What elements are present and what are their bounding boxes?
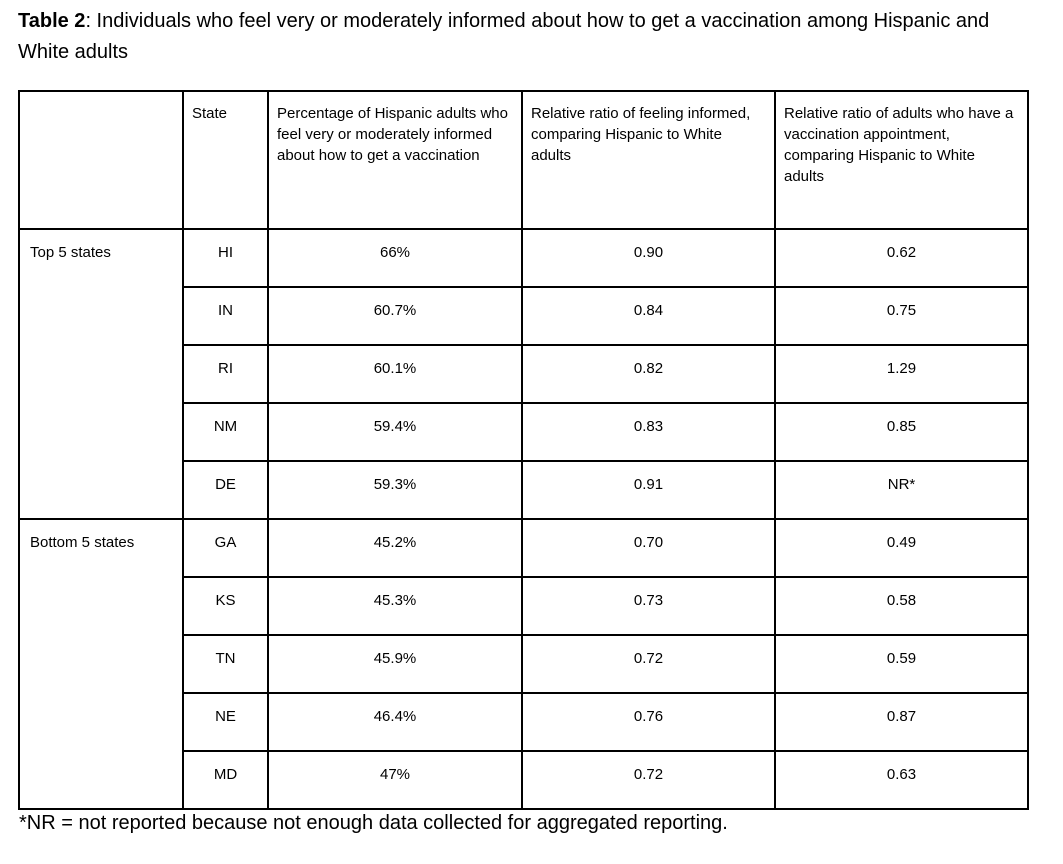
state-cell: MD <box>182 750 269 810</box>
ratio-appointment-cell: 0.75 <box>774 286 1029 346</box>
percentage-cell: 60.1% <box>267 344 523 404</box>
state-cell: DE <box>182 460 269 520</box>
table-label: Table 2 <box>18 10 86 32</box>
table-row: Bottom 5 states GA 45.2% 0.70 0.49 <box>18 518 1029 810</box>
percentage-cell: 45.9% <box>267 634 523 694</box>
ratio-appointment-cell: 0.62 <box>774 228 1029 288</box>
percentage-cell: 45.3% <box>267 576 523 636</box>
percentage-cell: 46.4% <box>267 692 523 752</box>
ratio-appointment-cell: 0.58 <box>774 576 1029 636</box>
table-header-row: State Percentage of Hispanic adults who … <box>18 90 1029 230</box>
ratio-informed-cell: 0.84 <box>521 286 776 346</box>
percentage-cell: 47% <box>267 750 523 810</box>
state-cell: HI <box>182 228 269 288</box>
ratio-informed-cell: 0.82 <box>521 344 776 404</box>
state-cell: NE <box>182 692 269 752</box>
percentage-cell: 60.7% <box>267 286 523 346</box>
table-row: IN 60.7% 0.84 0.75 <box>19 286 1029 346</box>
ratio-informed-cell: 0.70 <box>521 518 776 578</box>
ratio-appointment-cell: 0.63 <box>774 750 1029 810</box>
state-cell: NM <box>182 402 269 462</box>
nr-footnote: *NR = not reported because not enough da… <box>19 812 728 834</box>
table-row: KS 45.3% 0.73 0.58 <box>19 576 1029 636</box>
table-row: RI 60.1% 0.82 1.29 <box>19 344 1029 404</box>
ratio-informed-cell: 0.72 <box>521 634 776 694</box>
percentage-cell: 45.2% <box>267 518 523 578</box>
ratio-appointment-cell: NR* <box>774 460 1029 520</box>
header-state: State <box>182 90 269 230</box>
percentage-cell: 59.4% <box>267 402 523 462</box>
informed-vaccination-table: State Percentage of Hispanic adults who … <box>18 90 1029 810</box>
ratio-appointment-cell: 1.29 <box>774 344 1029 404</box>
ratio-appointment-cell: 0.85 <box>774 402 1029 462</box>
ratio-appointment-cell: 0.87 <box>774 692 1029 752</box>
ratio-appointment-cell: 0.49 <box>774 518 1029 578</box>
percentage-cell: 66% <box>267 228 523 288</box>
table-caption: : Individuals who feel very or moderatel… <box>18 10 990 63</box>
table-row: TN 45.9% 0.72 0.59 <box>19 634 1029 694</box>
state-cell: TN <box>182 634 269 694</box>
ratio-informed-cell: 0.73 <box>521 576 776 636</box>
state-cell: IN <box>182 286 269 346</box>
header-ratio-informed: Relative ratio of feeling informed, comp… <box>521 90 776 230</box>
ratio-informed-cell: 0.76 <box>521 692 776 752</box>
state-cell: KS <box>182 576 269 636</box>
table-row: NM 59.4% 0.83 0.85 <box>19 402 1029 462</box>
ratio-informed-cell: 0.91 <box>521 460 776 520</box>
header-ratio-appointment: Relative ratio of adults who have a vacc… <box>774 90 1029 230</box>
group-label-top-5-states: Top 5 states <box>18 228 184 520</box>
header-percentage-informed: Percentage of Hispanic adults who feel v… <box>267 90 523 230</box>
table-row: DE 59.3% 0.91 NR* <box>19 460 1029 520</box>
state-cell: RI <box>182 344 269 404</box>
ratio-appointment-cell: 0.59 <box>774 634 1029 694</box>
ratio-informed-cell: 0.72 <box>521 750 776 810</box>
ratio-informed-cell: 0.90 <box>521 228 776 288</box>
table-row: NE 46.4% 0.76 0.87 <box>19 692 1029 752</box>
table-row: Top 5 states HI 66% 0.90 0.62 <box>18 228 1029 520</box>
state-cell: GA <box>182 518 269 578</box>
page-title: Table 2: Individuals who feel very or mo… <box>18 6 998 68</box>
group-label-bottom-5-states: Bottom 5 states <box>18 518 184 810</box>
table-row: MD 47% 0.72 0.63 <box>19 750 1029 810</box>
header-empty <box>18 90 184 230</box>
percentage-cell: 59.3% <box>267 460 523 520</box>
ratio-informed-cell: 0.83 <box>521 402 776 462</box>
